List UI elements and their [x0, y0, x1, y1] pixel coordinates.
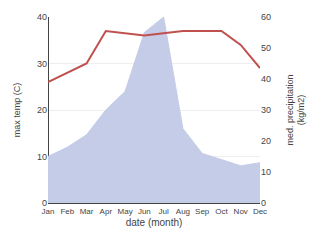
- svg-text:date (month): date (month): [126, 217, 183, 228]
- svg-text:10: 10: [261, 167, 271, 177]
- svg-text:Nov: Nov: [234, 207, 248, 216]
- svg-text:10: 10: [37, 152, 47, 162]
- svg-text:Dec: Dec: [253, 207, 267, 216]
- svg-text:40: 40: [261, 74, 271, 84]
- svg-text:Sep: Sep: [195, 207, 210, 216]
- svg-text:Feb: Feb: [60, 207, 74, 216]
- svg-text:20: 20: [37, 105, 47, 115]
- svg-text:0: 0: [42, 198, 47, 208]
- svg-text:Mar: Mar: [80, 207, 94, 216]
- svg-text:med. precipitation(kg/m2): med. precipitation(kg/m2): [285, 74, 307, 145]
- svg-text:20: 20: [261, 136, 271, 146]
- svg-text:60: 60: [261, 12, 271, 22]
- svg-text:30: 30: [261, 105, 271, 115]
- svg-text:Jan: Jan: [42, 207, 55, 216]
- svg-text:50: 50: [261, 43, 271, 53]
- svg-text:Jul: Jul: [159, 207, 169, 216]
- svg-text:40: 40: [37, 12, 47, 22]
- svg-text:Oct: Oct: [215, 207, 228, 216]
- svg-text:0: 0: [261, 198, 266, 208]
- svg-text:Apr: Apr: [100, 207, 113, 216]
- svg-text:30: 30: [37, 59, 47, 69]
- svg-text:max temp (C): max temp (C): [12, 83, 22, 138]
- svg-text:May: May: [118, 207, 133, 216]
- svg-text:Aug: Aug: [176, 207, 190, 216]
- svg-text:Jun: Jun: [138, 207, 151, 216]
